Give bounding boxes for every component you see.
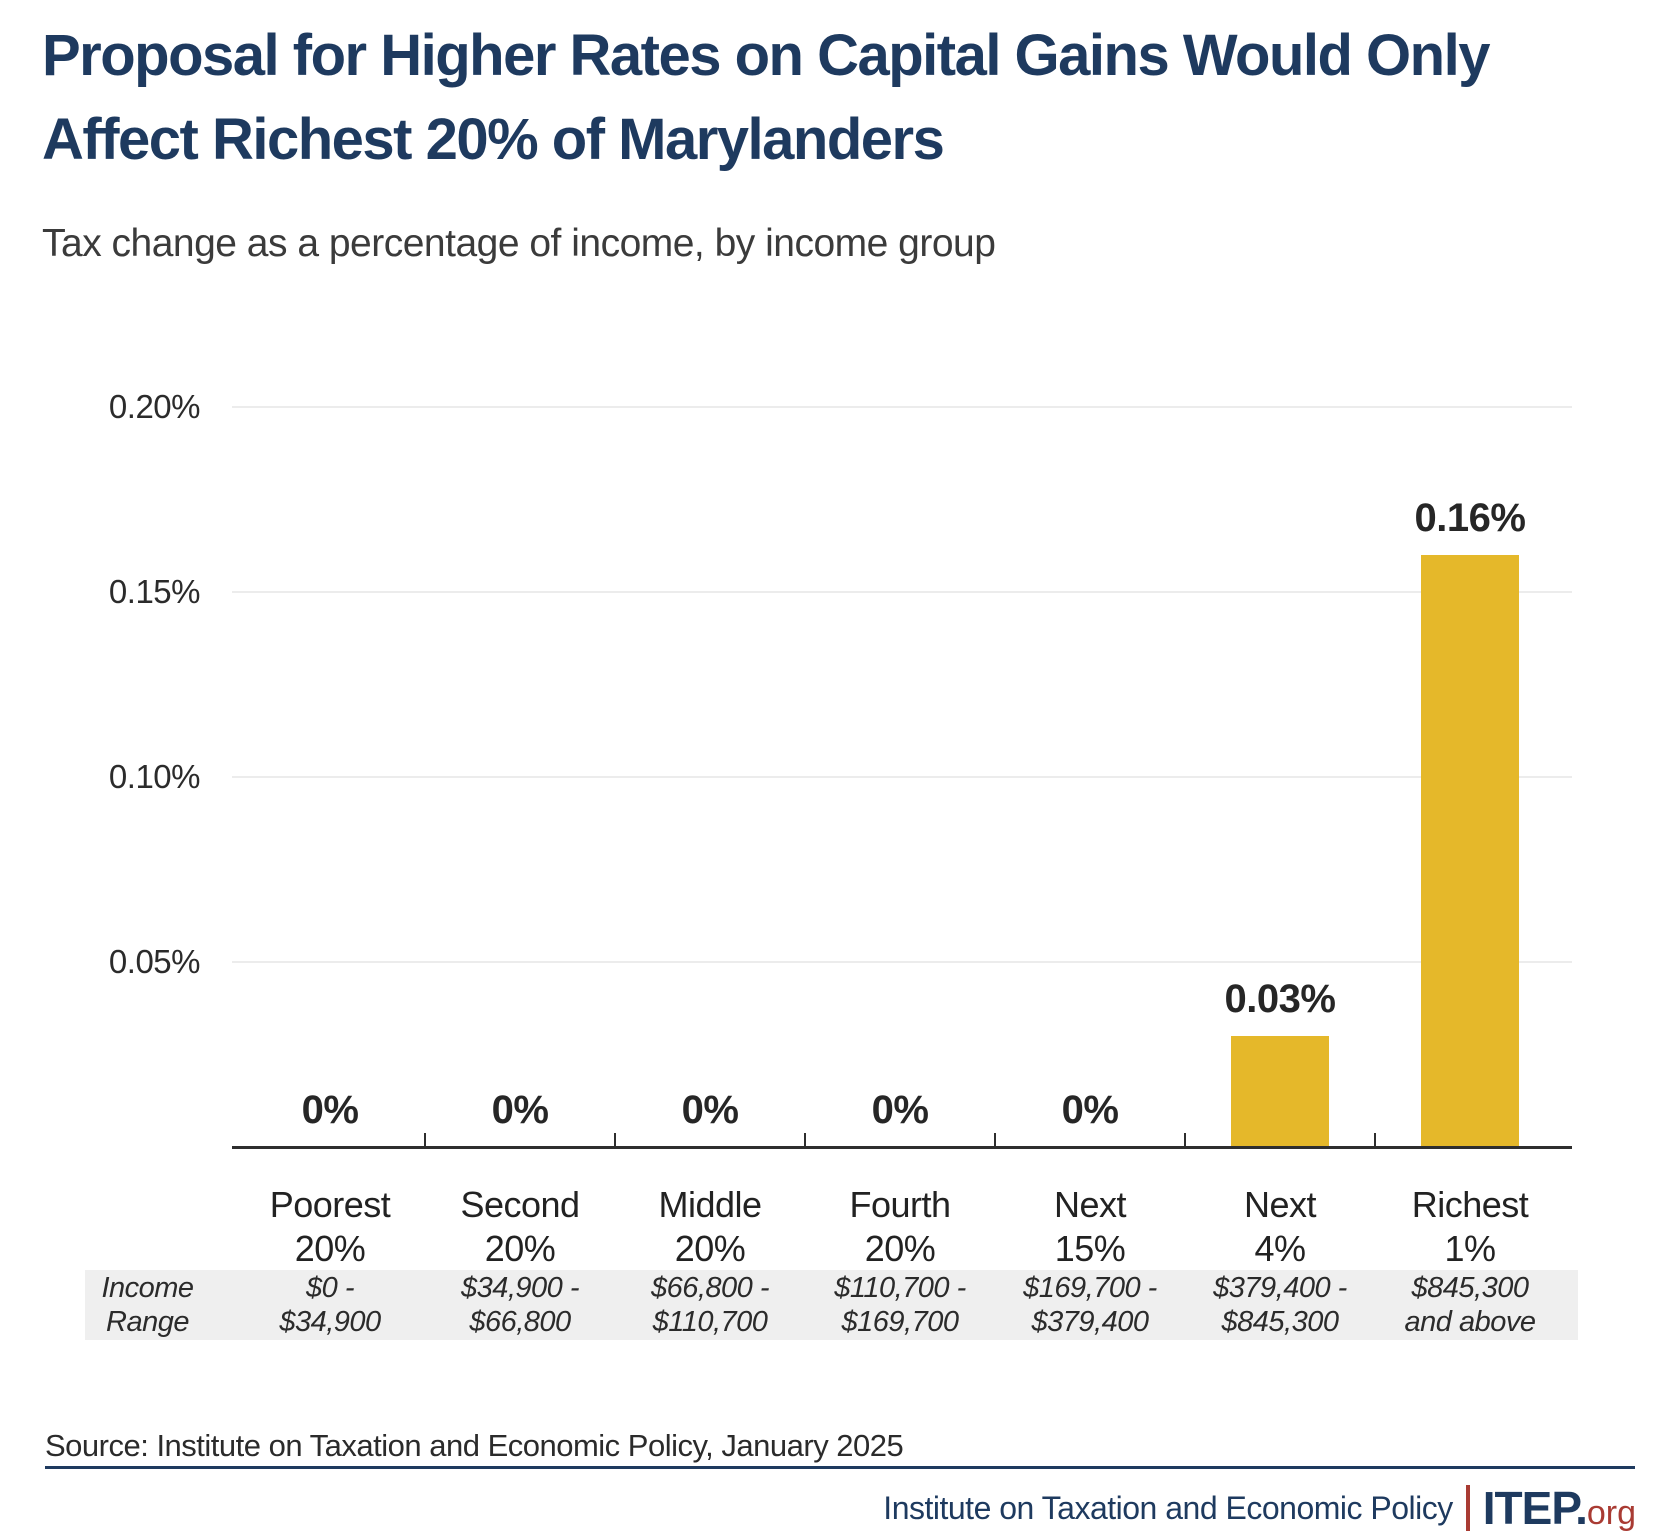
itep-org-logo[interactable]: ITEP. org — [1483, 1481, 1636, 1535]
income-range-value: $34,900 - $66,800 — [460, 1272, 580, 1338]
gridline-0.15% — [232, 591, 1572, 593]
bar-value-label: 0% — [1061, 1088, 1119, 1132]
itep-logo-org-suffix: org — [1586, 1494, 1636, 1532]
x-axis-tick — [1184, 1133, 1186, 1146]
x-axis-tick — [424, 1133, 426, 1146]
bar-value-label: 0.16% — [1414, 496, 1526, 540]
income-range-row-label: Income Range — [101, 1272, 194, 1338]
x-axis-category-label: Next 15% — [1053, 1184, 1127, 1269]
bar-richest-1% — [1421, 555, 1519, 1146]
y-axis-tick-label: 0.15% — [108, 573, 201, 610]
income-range-value: $0 - $34,900 — [279, 1272, 381, 1338]
x-axis-category-label: Middle 20% — [658, 1184, 762, 1269]
bar-value-label: 0% — [301, 1088, 359, 1132]
bar-value-label: 0.03% — [1224, 977, 1336, 1021]
chart-title: Proposal for Higher Rates on Capital Gai… — [42, 14, 1642, 182]
income-range-value: $379,400 - $845,300 — [1213, 1272, 1347, 1338]
y-axis-tick-label: 0.05% — [108, 943, 201, 980]
income-range-value: $66,800 - $110,700 — [650, 1272, 770, 1338]
footer-separator-bar — [1465, 1485, 1470, 1531]
bar-value-label: 0% — [681, 1088, 739, 1132]
income-range-value: $169,700 - $379,400 — [1023, 1272, 1157, 1338]
income-range-value: $845,300 and above — [1404, 1272, 1536, 1338]
chart-title-line1: Proposal for Higher Rates on Capital Gai… — [42, 23, 1490, 88]
bar-next-4% — [1231, 1036, 1329, 1146]
chart-subtitle: Tax change as a percentage of income, by… — [42, 222, 996, 265]
y-axis-tick-label: 0.10% — [108, 758, 201, 795]
x-axis-category-label: Next 4% — [1243, 1184, 1317, 1269]
itep-logo-text: ITEP. — [1482, 1482, 1588, 1534]
y-axis-tick-label: 0.20% — [108, 388, 201, 425]
income-range-band — [85, 1270, 1578, 1340]
gridline-0.05% — [232, 961, 1572, 963]
chart-title-line2: Affect Richest 20% of Marylanders — [42, 107, 945, 172]
x-axis-category-label: Second 20% — [460, 1184, 580, 1269]
footer-branding: Institute on Taxation and Economic Polic… — [883, 1482, 1636, 1534]
x-axis-tick — [994, 1133, 996, 1146]
x-axis-line — [232, 1146, 1572, 1149]
x-axis-tick — [1374, 1133, 1376, 1146]
x-axis-tick — [804, 1133, 806, 1146]
income-range-value: $110,700 - $169,700 — [834, 1272, 966, 1338]
x-axis-tick — [614, 1133, 616, 1146]
bar-value-label: 0% — [491, 1088, 549, 1132]
gridline-0.20% — [232, 406, 1572, 408]
footer-divider — [45, 1466, 1635, 1469]
x-axis-category-label: Poorest 20% — [269, 1184, 391, 1269]
x-axis-category-label: Fourth 20% — [849, 1184, 951, 1269]
gridline-0.10% — [232, 776, 1572, 778]
source-note: Source: Institute on Taxation and Econom… — [45, 1428, 904, 1463]
footer-org-name: Institute on Taxation and Economic Polic… — [883, 1489, 1453, 1526]
x-axis-category-label: Richest 1% — [1411, 1184, 1529, 1269]
bar-value-label: 0% — [871, 1088, 929, 1132]
